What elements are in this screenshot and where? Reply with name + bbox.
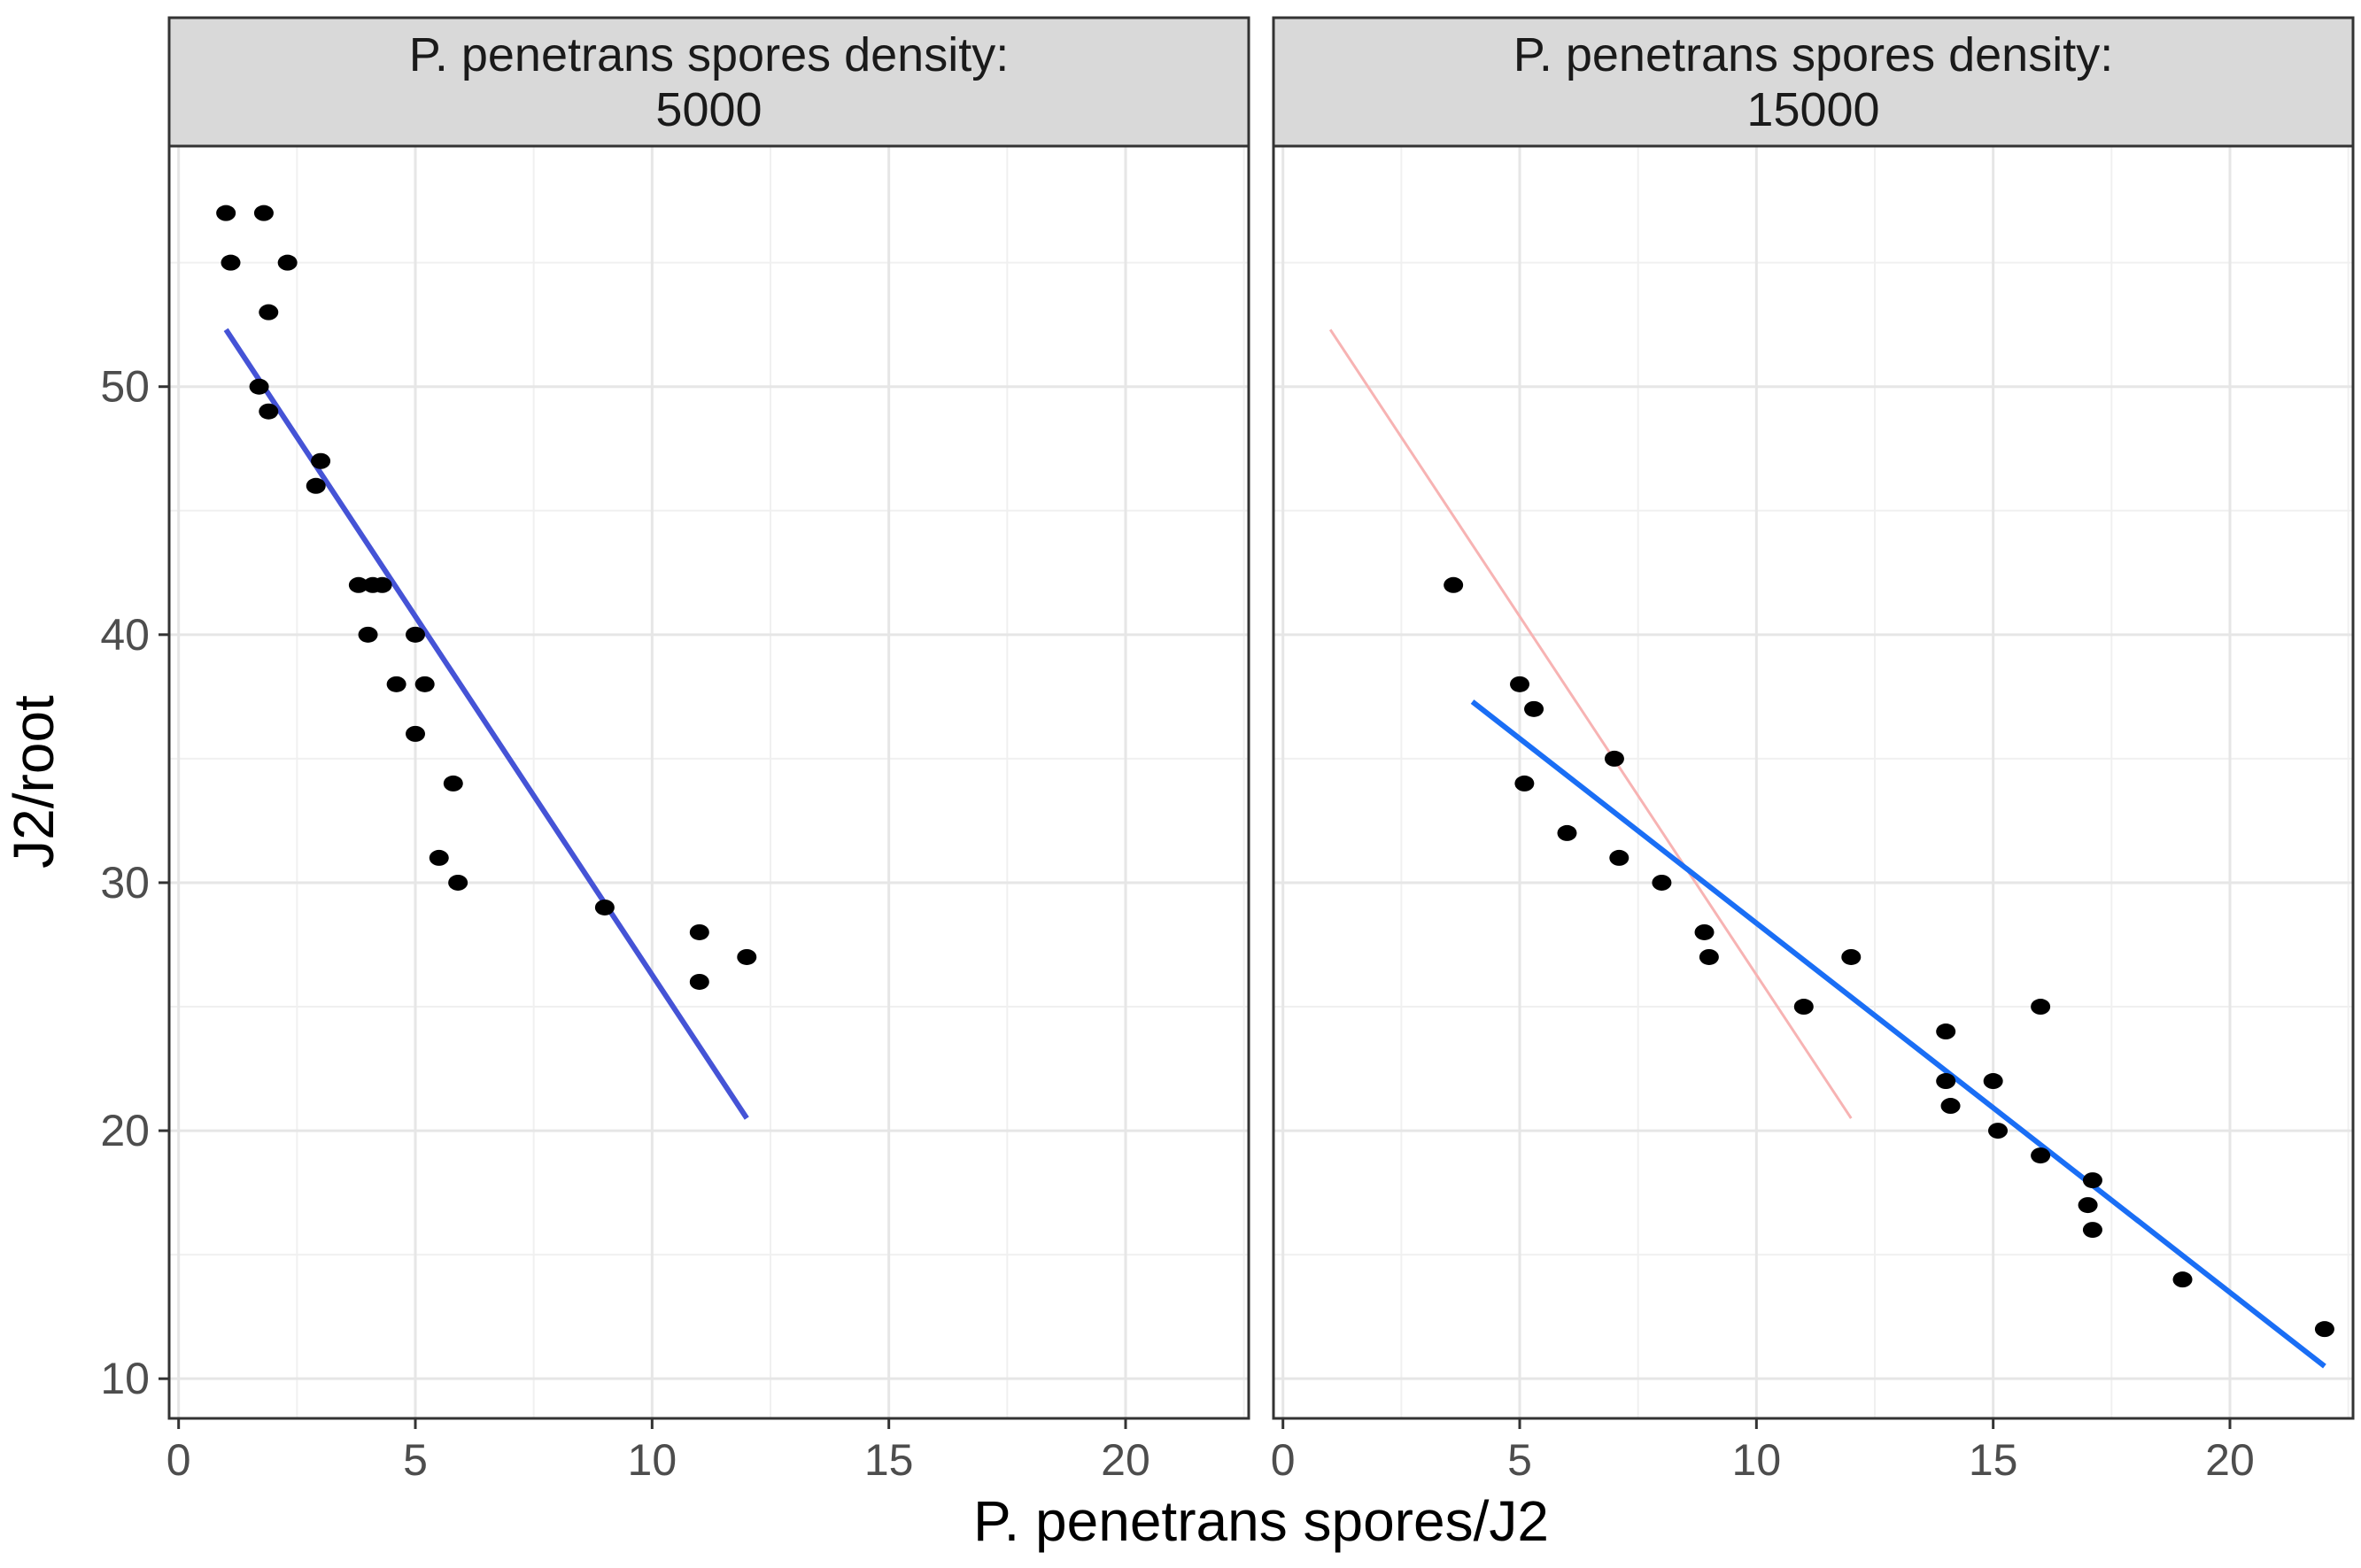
- panel-2-fit-line-2: [1470, 699, 2326, 1369]
- panel-2-strip-background: [1272, 16, 2355, 148]
- panel-1-plot-background: [169, 146, 1249, 1418]
- panel-1-data-point-17: [406, 725, 426, 742]
- panel-2-data-point-22: [2082, 1222, 2102, 1239]
- panel-2-data-point-4: [1514, 775, 1535, 792]
- panel-2-x-tick-label-10: 10: [1732, 1435, 1782, 1485]
- panel-1-x-tick-label-0: 0: [166, 1435, 191, 1485]
- panel-1-data-point-15: [386, 676, 406, 692]
- y-tick-label-40: 40: [100, 610, 150, 660]
- panel-2-data-point-12: [1793, 999, 1814, 1016]
- panel-1-border: [167, 144, 1250, 1420]
- y-tick-label-30: 30: [100, 858, 150, 908]
- panel-2-data-point-7: [1609, 849, 1629, 866]
- panel-2-border: [1272, 144, 2355, 1420]
- panel-2-fit-line-1: [1328, 328, 1853, 1119]
- panel-1-data-point-19: [429, 849, 449, 866]
- y-tick-label-20: 20: [100, 1106, 150, 1155]
- panel-2-data-point-20: [2082, 1172, 2102, 1189]
- panel-1-data-point-14: [406, 626, 426, 643]
- panel-1-data-point-7: [259, 403, 279, 420]
- panel-1-data-point-16: [414, 676, 435, 692]
- panel-1-data-point-22: [689, 923, 709, 940]
- panel-2-data-point-15: [1936, 1073, 1956, 1090]
- panel-1-data-point-6: [249, 378, 269, 395]
- panel-1-data-point-3: [221, 254, 241, 271]
- panel-2-data-point-8: [1652, 874, 1672, 891]
- panel-1-data-point-23: [737, 948, 757, 965]
- panel-2-data-point-18: [1988, 1123, 2009, 1139]
- panel-2-data-point-14: [1936, 1023, 1956, 1040]
- panel-2-data-point-9: [1694, 923, 1715, 940]
- panel-2-data-point-1: [1444, 576, 1464, 593]
- panel-2-data-point-5: [1604, 750, 1624, 767]
- panel-1-data-point-12: [372, 576, 392, 593]
- panel-1-strip-label-line-2: 5000: [655, 83, 762, 136]
- panel-1-x-tick-label-5: 5: [403, 1435, 428, 1485]
- panel-2-data-point-17: [1940, 1098, 1961, 1115]
- panel-2-x-tick-label-20: 20: [2205, 1435, 2255, 1485]
- panel-1-data-point-4: [277, 254, 298, 271]
- panel-2-x-tick-label-0: 0: [1271, 1435, 1296, 1485]
- panel-1-data-point-21: [594, 899, 615, 915]
- y-tick-label-10: 10: [100, 1354, 150, 1403]
- panel-2-data-point-11: [1841, 948, 1862, 965]
- panel-2-data-point-21: [2078, 1197, 2098, 1214]
- panel-1-x-tick-label-20: 20: [1101, 1435, 1150, 1485]
- panel-2-data-point-10: [1699, 948, 1719, 965]
- panel-1-data-point-24: [689, 973, 709, 990]
- panel-1-data-point-20: [448, 874, 468, 891]
- panel-1-data-point-9: [306, 477, 326, 494]
- panel-2-data-point-13: [2031, 999, 2051, 1016]
- panel-2-data-point-2: [1510, 676, 1530, 692]
- panel-1-x-tick-label-10: 10: [628, 1435, 677, 1485]
- panel-2-data-point-24: [2314, 1321, 2334, 1338]
- y-tick-label-50: 50: [100, 362, 150, 412]
- panel-1-data-point-5: [259, 304, 279, 321]
- panel-2-data-point-19: [2031, 1147, 2051, 1164]
- panel-1-data-point-8: [311, 452, 331, 469]
- panel-1-data-point-13: [358, 626, 378, 643]
- panel-2-x-tick-label-15: 15: [1969, 1435, 2018, 1485]
- y-axis-title: J2/root: [2, 695, 66, 869]
- panel-2-strip-label-line-2: 15000: [1746, 83, 1879, 136]
- panel-2-data-point-6: [1557, 824, 1577, 841]
- panel-2-plot-background: [1273, 146, 2353, 1418]
- panel-1-strip-label-line-1: P. penetrans spores density:: [409, 28, 1009, 81]
- panel-1-strip-background: [167, 16, 1250, 148]
- panel-1-data-point-2: [253, 205, 274, 221]
- panel-1-x-tick-label-15: 15: [864, 1435, 914, 1485]
- x-axis-title: P. penetrans spores/J2: [973, 1489, 1549, 1553]
- panel-2-strip-label-line-1: P. penetrans spores density:: [1513, 28, 2113, 81]
- panel-1-data-point-18: [443, 775, 463, 792]
- panel-1-data-point-10: [348, 576, 368, 593]
- panel-2-data-point-23: [2172, 1271, 2193, 1288]
- panel-2-data-point-3: [1524, 700, 1544, 717]
- panel-2-x-tick-label-5: 5: [1507, 1435, 1532, 1485]
- panel-1-data-point-1: [216, 205, 236, 221]
- panel-2-data-point-16: [1983, 1073, 2003, 1090]
